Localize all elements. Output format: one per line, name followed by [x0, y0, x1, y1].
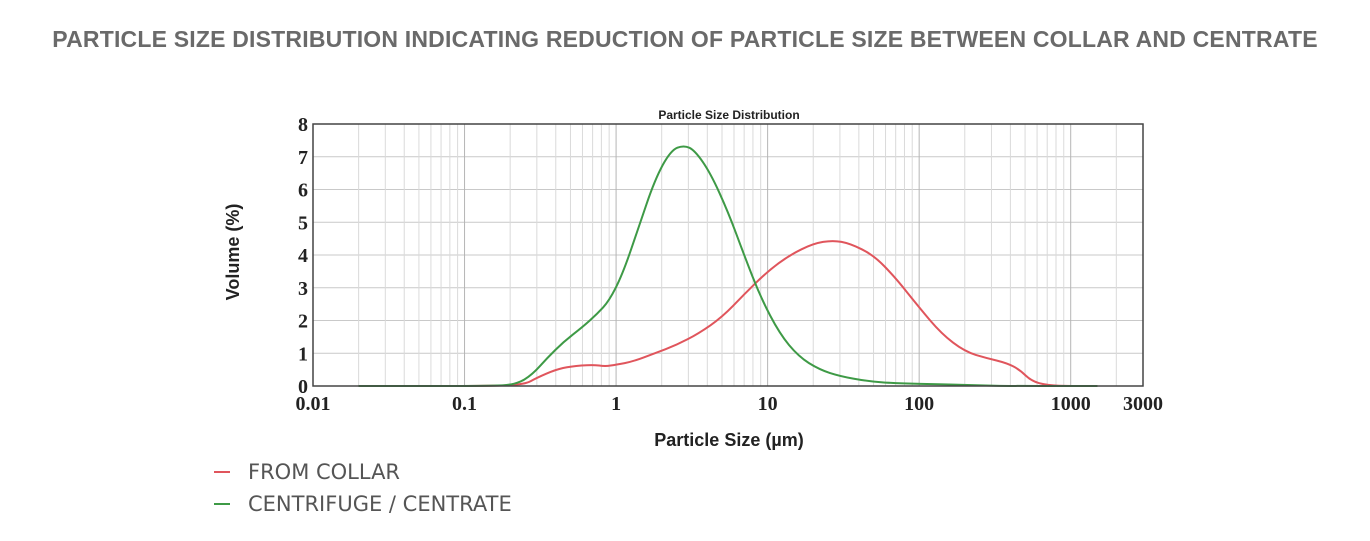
- x-tick-label: 3000: [1123, 393, 1163, 415]
- legend-swatch-green: [214, 503, 230, 505]
- grid-lines: [312, 123, 1144, 387]
- chart-legend: FROM COLLAR CENTRIFUGE / CENTRATE: [214, 456, 512, 520]
- y-tick-label: 1: [298, 343, 308, 365]
- page-headline: PARTICLE SIZE DISTRIBUTION INDICATING RE…: [52, 26, 1318, 52]
- y-tick-label: 3: [298, 278, 308, 300]
- legend-swatch-red: [214, 471, 230, 473]
- x-tick-label: 0.01: [296, 393, 331, 415]
- y-axis-title: Volume (%): [223, 204, 243, 301]
- y-tick-label: 2: [298, 311, 308, 333]
- x-tick-label: 100: [904, 393, 934, 415]
- legend-item-from-collar: FROM COLLAR: [214, 456, 512, 488]
- x-tick-labels: 0.01 0.1 1 10 100 1000 3000: [296, 393, 1164, 415]
- data-series: [358, 145, 1098, 388]
- x-axis-title: Particle Size (µm): [654, 430, 803, 450]
- x-tick-label: 1: [611, 393, 621, 415]
- y-tick-label: 8: [298, 114, 308, 136]
- y-tick-label: 6: [298, 180, 308, 202]
- x-tick-label: 1000: [1051, 393, 1091, 415]
- x-tick-label: 0.1: [452, 393, 477, 415]
- series-line-centrate: [358, 145, 1098, 388]
- series-line-from-collar: [358, 240, 1098, 388]
- legend-label-centrate: CENTRIFUGE / CENTRATE: [248, 492, 512, 516]
- y-tick-labels: 0 1 2 3 4 5 6 7 8: [298, 114, 308, 398]
- chart-title: Particle Size Distribution: [658, 108, 799, 122]
- y-tick-label: 0: [298, 376, 308, 398]
- y-tick-label: 7: [298, 147, 308, 169]
- y-tick-label: 4: [298, 245, 308, 267]
- plot-frame: [312, 123, 1144, 387]
- y-tick-label: 5: [298, 212, 308, 234]
- legend-item-centrate: CENTRIFUGE / CENTRATE: [214, 488, 512, 520]
- legend-label-from-collar: FROM COLLAR: [248, 460, 401, 484]
- x-tick-label: 10: [758, 393, 778, 415]
